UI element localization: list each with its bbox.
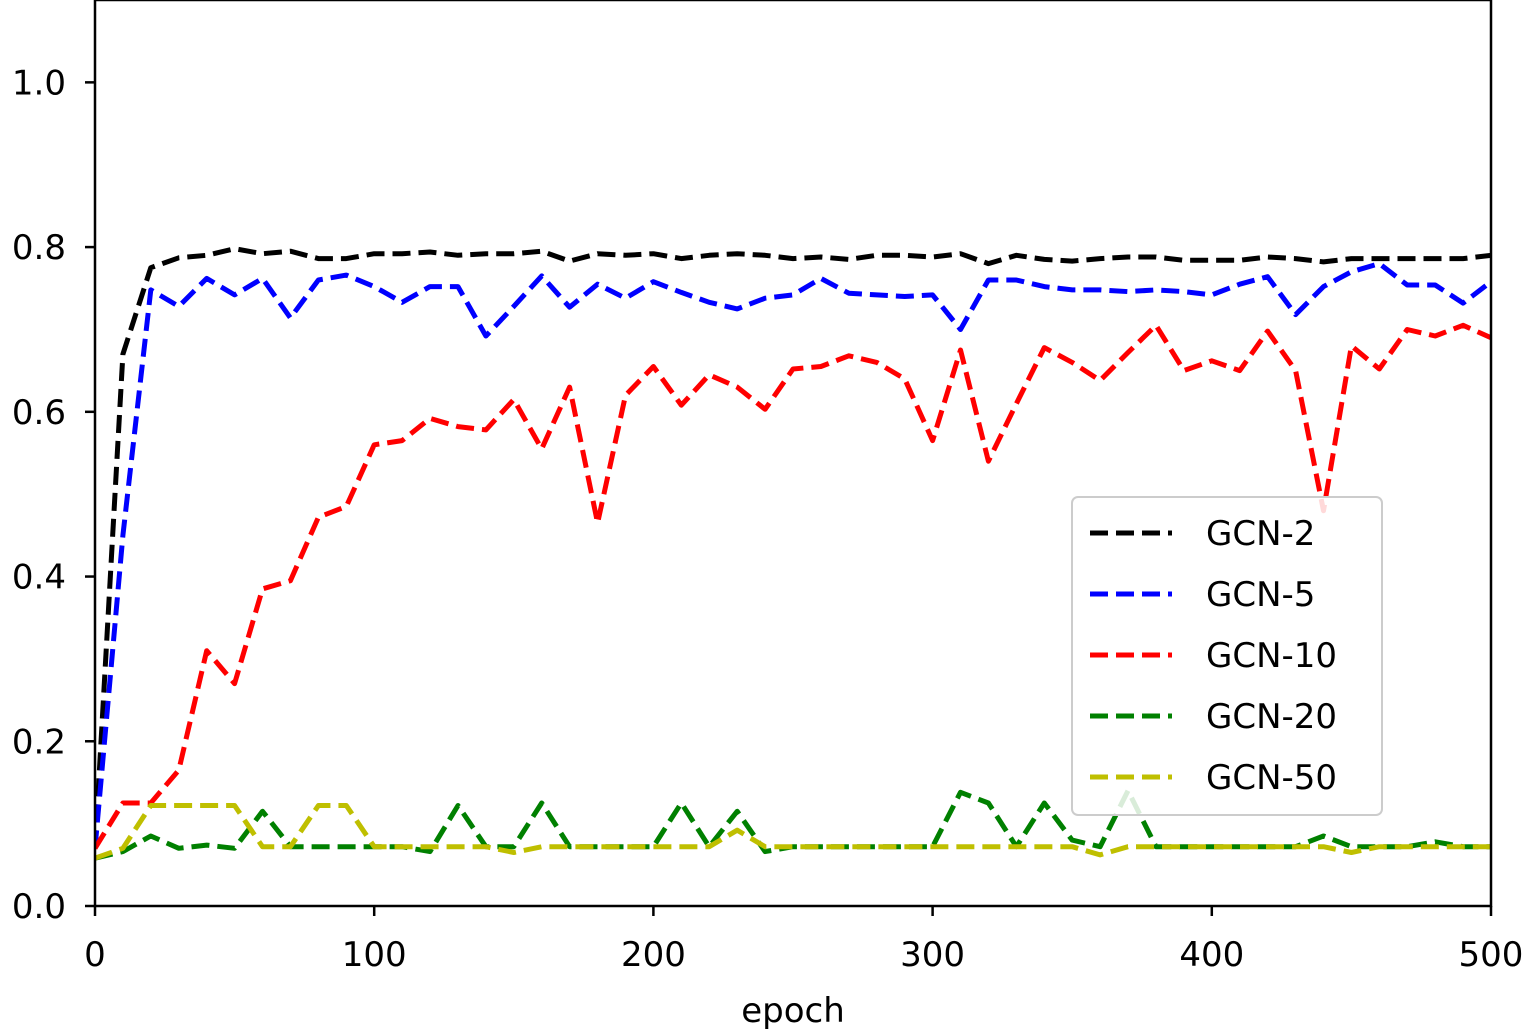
x-tick-label: 500 <box>1459 935 1524 975</box>
y-tick-label: 1.0 <box>12 63 66 103</box>
x-tick-label: 100 <box>342 935 407 975</box>
y-tick-label: 0.6 <box>12 393 66 433</box>
legend-box <box>1071 496 1383 816</box>
legend-label-gcn-20: GCN-20 <box>1206 697 1337 737</box>
y-tick-label: 0.0 <box>12 887 66 927</box>
legend-label-gcn-10: GCN-10 <box>1206 636 1337 676</box>
x-tick-label: 200 <box>621 935 686 975</box>
series-line-gcn-10 <box>95 322 1491 850</box>
series-line-gcn-50 <box>95 803 1491 861</box>
legend-label-gcn-2: GCN-2 <box>1206 514 1315 554</box>
x-axis: 0 100 200 300 400 500 <box>84 906 1523 975</box>
y-tick-label: 0.8 <box>12 228 66 268</box>
x-axis-label: epoch <box>741 991 845 1031</box>
series-layer <box>95 246 1491 861</box>
series-line-gcn-2 <box>95 246 1491 849</box>
series-line-gcn-20 <box>95 788 1491 861</box>
y-axis: 0.0 0.2 0.4 0.6 0.8 1.0 <box>12 63 95 927</box>
plot-frame <box>93 0 1493 908</box>
legend-label-gcn-5: GCN-5 <box>1206 575 1315 615</box>
y-tick-label: 0.4 <box>12 558 66 598</box>
legend-label-gcn-50: GCN-50 <box>1206 758 1337 798</box>
x-tick-label: 400 <box>1179 935 1244 975</box>
plot-area <box>93 0 1493 908</box>
x-tick-label: 0 <box>84 935 106 975</box>
x-tick-label: 300 <box>900 935 965 975</box>
legend: GCN-2 GCN-5 GCN-10 GCN-20 GCN-50 <box>1071 496 1383 816</box>
y-tick-label: 0.2 <box>12 722 66 762</box>
